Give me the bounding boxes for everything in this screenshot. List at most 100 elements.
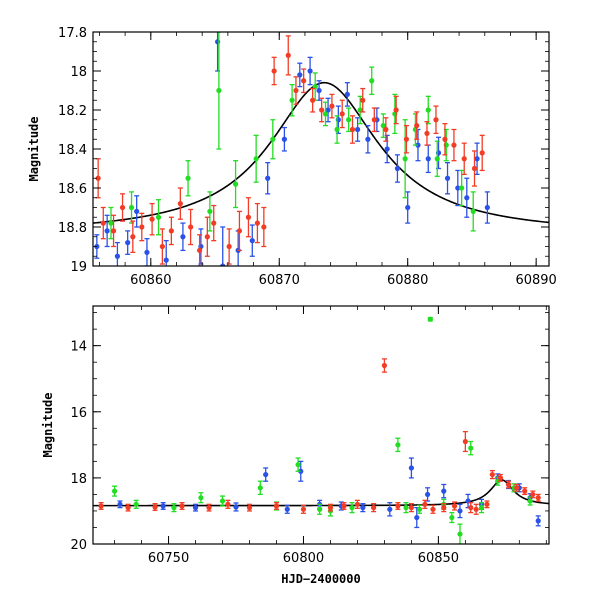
data-marker: [179, 503, 185, 509]
data-point: [405, 191, 411, 224]
data-marker: [405, 204, 411, 211]
data-marker: [346, 117, 352, 123]
data-point: [261, 206, 267, 248]
data-point: [130, 220, 136, 254]
data-marker: [424, 491, 431, 498]
data-marker: [387, 506, 393, 512]
data-marker: [206, 505, 212, 511]
data-marker: [341, 503, 347, 509]
data-marker: [530, 491, 536, 498]
data-marker: [416, 506, 423, 512]
data-marker: [470, 208, 476, 214]
data-point: [484, 500, 490, 509]
data-marker: [425, 107, 431, 113]
data-marker: [403, 505, 409, 511]
data-point: [249, 224, 255, 257]
data-point: [424, 121, 430, 146]
data-point: [459, 169, 465, 207]
data-marker: [535, 495, 541, 501]
data-point: [530, 490, 536, 499]
data-point: [425, 95, 431, 125]
data-marker: [457, 531, 463, 537]
data-point: [233, 502, 239, 512]
data-point: [349, 115, 356, 144]
data-marker: [257, 485, 263, 491]
data-marker: [271, 68, 277, 74]
data-point: [155, 199, 162, 236]
data-point: [471, 150, 478, 187]
data-marker: [130, 234, 136, 240]
data-marker: [425, 156, 431, 162]
data-point: [159, 228, 165, 265]
data-point: [339, 99, 345, 129]
data-point: [216, 32, 222, 150]
data-marker: [522, 488, 528, 494]
data-marker: [384, 146, 390, 152]
data-marker: [246, 505, 253, 511]
data-marker: [327, 505, 334, 511]
data-marker: [380, 123, 386, 129]
data-point: [414, 111, 420, 140]
data-marker: [468, 445, 474, 451]
data-point: [478, 502, 485, 514]
data-marker: [354, 501, 361, 507]
data-point: [341, 502, 347, 510]
data-point: [185, 160, 191, 197]
data-point: [354, 499, 361, 509]
data-marker: [349, 505, 355, 511]
data-marker: [295, 462, 301, 468]
data-marker: [128, 204, 135, 211]
data-point: [535, 515, 541, 527]
data-marker: [300, 506, 307, 512]
data-point: [134, 195, 140, 228]
data-marker: [261, 224, 267, 230]
data-point: [110, 214, 117, 248]
data-point: [434, 140, 440, 177]
data-marker: [473, 506, 479, 512]
data-marker: [219, 498, 226, 504]
data-point: [197, 234, 203, 266]
data-marker: [434, 156, 440, 162]
data-point: [346, 107, 352, 133]
data-marker: [441, 488, 447, 494]
data-marker: [111, 488, 118, 494]
data-point: [254, 202, 261, 244]
data-marker: [471, 165, 478, 172]
x-tick-label: 60800: [283, 551, 324, 566]
data-point: [225, 499, 231, 509]
data-point: [479, 134, 485, 172]
data-marker: [185, 175, 191, 181]
data-point: [441, 483, 447, 499]
data-point: [371, 107, 377, 133]
data-point: [253, 134, 259, 183]
data-point: [424, 487, 431, 502]
data-point: [344, 82, 350, 107]
data-point: [365, 124, 371, 154]
data-marker: [464, 195, 470, 201]
data-point: [470, 191, 476, 232]
data-marker: [188, 224, 194, 230]
data-point: [246, 503, 253, 512]
data-point: [128, 191, 135, 224]
data-marker: [369, 78, 375, 84]
data-marker: [245, 214, 252, 220]
data-marker: [462, 438, 468, 445]
data-point: [395, 437, 401, 453]
data-point: [317, 503, 323, 515]
data-marker: [125, 240, 131, 246]
data-marker: [319, 107, 325, 113]
x-tick-label: 60880: [387, 273, 428, 288]
data-marker: [133, 501, 139, 507]
data-marker: [474, 156, 480, 162]
data-marker: [414, 514, 420, 521]
data-point: [236, 210, 243, 252]
data-marker: [207, 208, 213, 214]
data-point: [163, 239, 169, 266]
data-marker: [415, 142, 421, 148]
data-point: [408, 457, 414, 479]
data-marker: [119, 204, 126, 211]
data-marker: [395, 503, 401, 509]
data-marker: [192, 505, 199, 511]
data-point: [219, 495, 226, 507]
